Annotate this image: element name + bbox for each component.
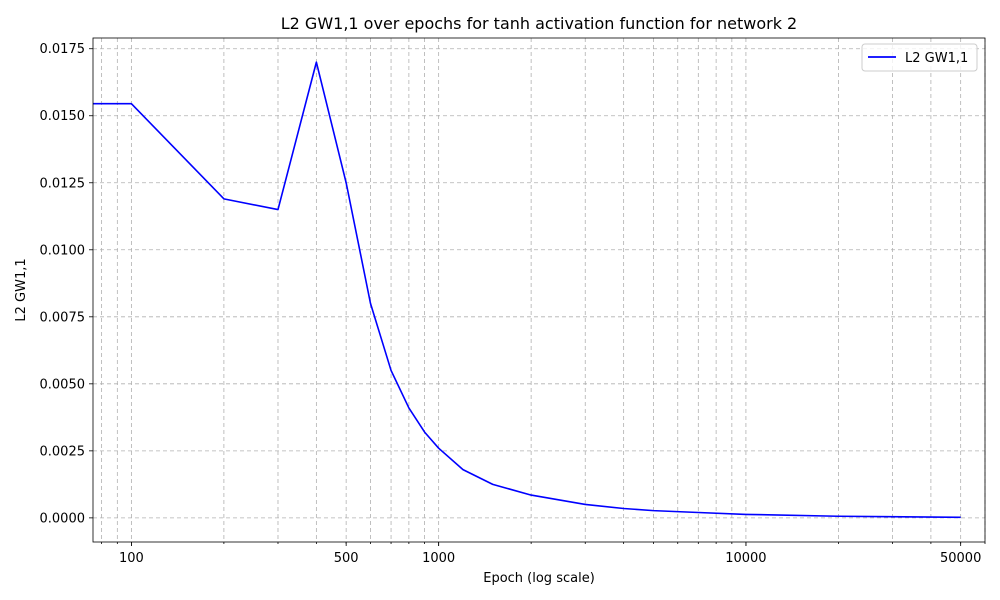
legend-box	[861, 43, 978, 72]
series-line	[93, 61, 961, 519]
ticks: 100 500 1000 10000 50000 0.0000 0.0025 0.0050 0.…	[40, 42, 986, 566]
grid	[93, 38, 986, 542]
y-tick-label: 0.0125	[40, 176, 86, 191]
y-tick-label: 0.0150	[40, 109, 86, 124]
legend: L2 GW1,1	[861, 43, 978, 72]
y-tick-label: 0.0075	[40, 310, 86, 325]
x-tick-label: 1000	[422, 551, 455, 566]
x-tick-label: 10000	[725, 551, 766, 566]
x-tick-label: 100	[119, 551, 144, 566]
y-tick-label: 0.0000	[40, 511, 86, 526]
y-tick-label: 0.0175	[40, 42, 86, 57]
chart-title: L2 GW1,1 over epochs for tanh activation…	[281, 14, 797, 33]
y-tick-label: 0.0025	[40, 444, 86, 459]
y-tick-label: 0.0050	[40, 377, 86, 392]
x-tick-label: 500	[334, 551, 359, 566]
plot-frame	[92, 37, 986, 543]
x-tick-label: 50000	[940, 551, 981, 566]
series-layer	[93, 61, 961, 519]
y-axis-label: L2 GW1,1	[14, 258, 29, 321]
legend-label: L2 GW1,1	[905, 51, 968, 66]
y-tick-label: 0.0100	[40, 243, 86, 258]
x-axis-label: Epoch (log scale)	[483, 571, 595, 586]
